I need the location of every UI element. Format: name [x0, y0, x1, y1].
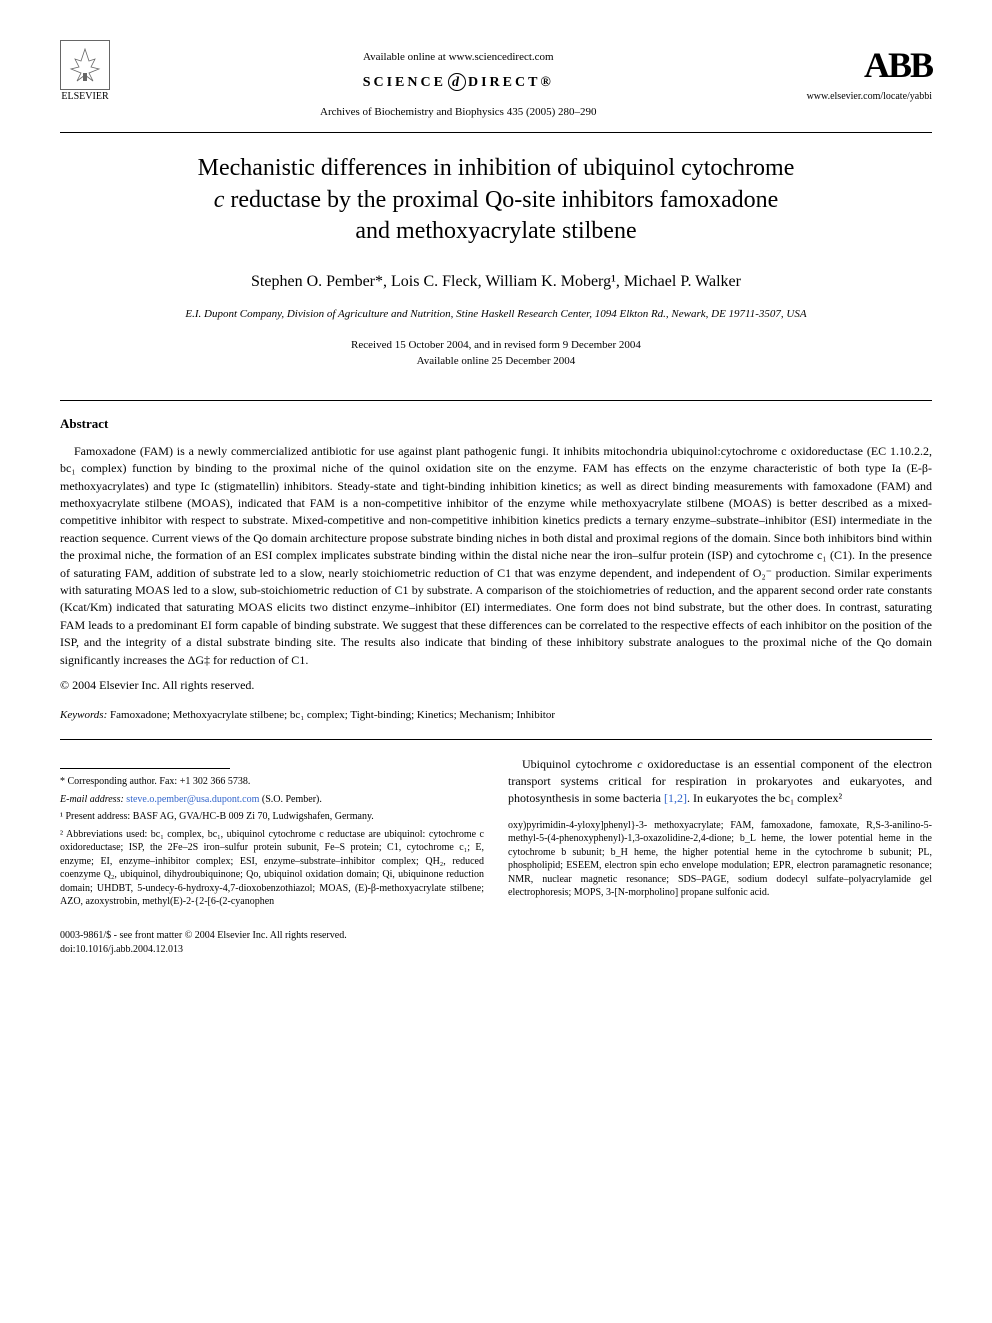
- corresponding-author-footnote: * Corresponding author. Fax: +1 302 366 …: [60, 775, 484, 789]
- title-line2-post: reductase by the proximal Qo-site inhibi…: [224, 187, 778, 213]
- article-title: Mechanistic differences in inhibition of…: [100, 153, 892, 247]
- intro-paragraph: Ubiquinol cytochrome c oxidoreductase is…: [508, 756, 932, 806]
- abbreviations-continued: oxy)pyrimidin-4-yloxy]phenyl}-3- methoxy…: [508, 819, 932, 900]
- abstract-heading: Abstract: [60, 415, 932, 433]
- received-date: Received 15 October 2004, and in revised…: [351, 339, 641, 351]
- email-footnote: E-mail address: steve.o.pember@usa.dupon…: [60, 793, 484, 807]
- elsevier-logo: ELSEVIER: [60, 40, 110, 104]
- email-label: E-mail address:: [60, 794, 126, 805]
- publication-dates: Received 15 October 2004, and in revised…: [60, 337, 932, 370]
- right-column: Ubiquinol cytochrome c oxidoreductase is…: [508, 756, 932, 913]
- intro-refs[interactable]: [1,2]: [664, 791, 687, 805]
- intro-post: . In eukaryotes the bc₁ complex²: [687, 791, 842, 805]
- sciencedirect-logo: SCIENCEdDIRECT®: [110, 73, 807, 93]
- affiliation: E.I. Dupont Company, Division of Agricul…: [60, 307, 932, 322]
- title-line3: and methoxyacrylate stilbene: [355, 218, 636, 244]
- title-line1: Mechanistic differences in inhibition of…: [198, 155, 795, 181]
- journal-url: www.elsevier.com/locate/yabbi: [807, 90, 932, 104]
- title-italic-c: c: [214, 187, 225, 213]
- keywords-text: Famoxadone; Methoxyacrylate stilbene; bc…: [107, 709, 555, 721]
- authors-list: Stephen O. Pember*, Lois C. Fleck, Willi…: [60, 271, 932, 293]
- intro-pre: Ubiquinol cytochrome: [522, 757, 637, 771]
- sciencedirect-d-icon: d: [448, 73, 466, 91]
- keywords-line: Keywords: Famoxadone; Methoxyacrylate st…: [60, 708, 932, 723]
- sciencedirect-left: SCIENCE: [363, 75, 446, 90]
- elsevier-tree-icon: [60, 40, 110, 90]
- available-online-text: Available online at www.sciencedirect.co…: [110, 50, 807, 65]
- sciencedirect-right: DIRECT®: [468, 75, 554, 90]
- abbreviations-footnote: ² Abbreviations used: bc₁ complex, bc₁, …: [60, 828, 484, 909]
- abb-logo-text: ABB: [807, 40, 932, 90]
- left-column: * Corresponding author. Fax: +1 302 366 …: [60, 756, 484, 913]
- abstract-body: Famoxadone (FAM) is a newly commercializ…: [60, 443, 932, 669]
- author-email[interactable]: steve.o.pember@usa.dupont.com: [126, 794, 259, 805]
- journal-citation: Archives of Biochemistry and Biophysics …: [110, 105, 807, 120]
- abstract-top-divider: [60, 400, 932, 401]
- keywords-label: Keywords:: [60, 709, 107, 721]
- elsevier-label: ELSEVIER: [61, 90, 108, 104]
- present-address-footnote: ¹ Present address: BASF AG, GVA/HC-B 009…: [60, 810, 484, 824]
- available-date: Available online 25 December 2004: [417, 355, 576, 367]
- doi-block: 0003-9861/$ - see front matter © 2004 El…: [60, 929, 932, 957]
- email-post: (S.O. Pember).: [259, 794, 322, 805]
- keywords-divider: [60, 739, 932, 740]
- doi-line: doi:10.1016/j.abb.2004.12.013: [60, 944, 183, 955]
- abstract-copyright: © 2004 Elsevier Inc. All rights reserved…: [60, 677, 932, 694]
- front-matter-line: 0003-9861/$ - see front matter © 2004 El…: [60, 930, 347, 941]
- abb-logo-block: ABB www.elsevier.com/locate/yabbi: [807, 40, 932, 104]
- footnote-divider: [60, 768, 230, 769]
- header-divider: [60, 132, 932, 133]
